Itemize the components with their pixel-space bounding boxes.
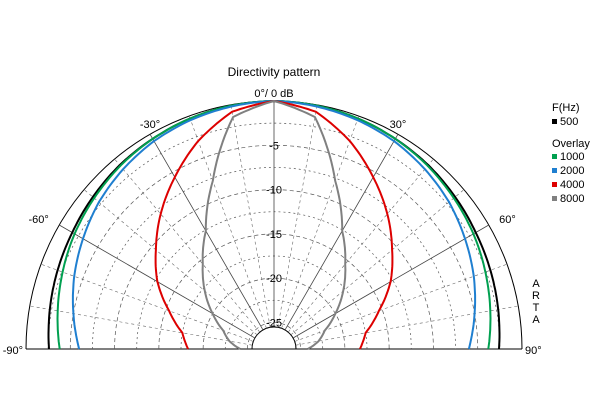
angle-label: 30°: [390, 119, 407, 131]
legend-header: F(Hz): [552, 102, 580, 114]
angle-label: -90°: [3, 345, 23, 357]
legend-label-4000: 4000: [560, 179, 584, 191]
legend-label-1000: 1000: [560, 151, 584, 163]
grid-spoke: [287, 158, 434, 333]
side-letter: R: [532, 290, 540, 302]
side-letter: A: [532, 314, 540, 326]
grid-spoke: [29, 305, 253, 346]
legend-swatch-500: [552, 119, 557, 124]
radial-tick-label: -10: [266, 185, 282, 197]
grid-spoke: [277, 104, 318, 328]
chart-title: Directivity pattern: [228, 65, 321, 79]
legend-label-2000: 2000: [560, 165, 584, 177]
legend-swatch-2000: [552, 168, 557, 173]
grid-ring: [247, 322, 301, 350]
label-layer: Directivity pattern 0°/ 0 dB F(Hz) Overl…: [3, 65, 591, 357]
polar-grid: [25, 100, 523, 350]
grid-spoke: [230, 104, 271, 328]
grid-spoke: [290, 189, 465, 336]
angle-label: -60°: [29, 214, 49, 226]
grid-spoke: [294, 263, 508, 342]
grid-ring: [202, 277, 346, 350]
series-8000-line: [201, 100, 347, 350]
grid-spoke: [295, 305, 519, 346]
grid-spoke: [83, 189, 258, 336]
angle-label: 60°: [499, 214, 516, 226]
grid-spoke: [188, 115, 267, 329]
grid-ring: [69, 144, 479, 350]
radial-tick-label: -5: [269, 140, 279, 152]
legend-label-8000: 8000: [560, 193, 584, 205]
grid-spoke: [281, 115, 360, 329]
radial-tick-label: -25: [266, 317, 282, 329]
legend-overlay-label: Overlay: [552, 138, 590, 150]
angle-label: -30°: [140, 119, 160, 131]
angle-label: 90°: [525, 345, 542, 357]
side-letter: A: [532, 278, 540, 290]
radial-tick-label: -20: [266, 273, 282, 285]
series-layer: [47, 100, 501, 350]
legend: 500 1000 2000 4000 8000: [552, 116, 584, 205]
legend-swatch-1000: [552, 154, 557, 159]
center-label: 0°/ 0 dB: [254, 88, 293, 100]
legend-swatch-4000: [552, 182, 557, 187]
grid-spoke: [114, 158, 261, 333]
radial-tick-label: -15: [266, 229, 282, 241]
side-letter: T: [533, 302, 540, 314]
grid-spoke: [40, 263, 254, 342]
legend-swatch-8000: [552, 196, 557, 201]
legend-label-500: 500: [560, 116, 578, 128]
